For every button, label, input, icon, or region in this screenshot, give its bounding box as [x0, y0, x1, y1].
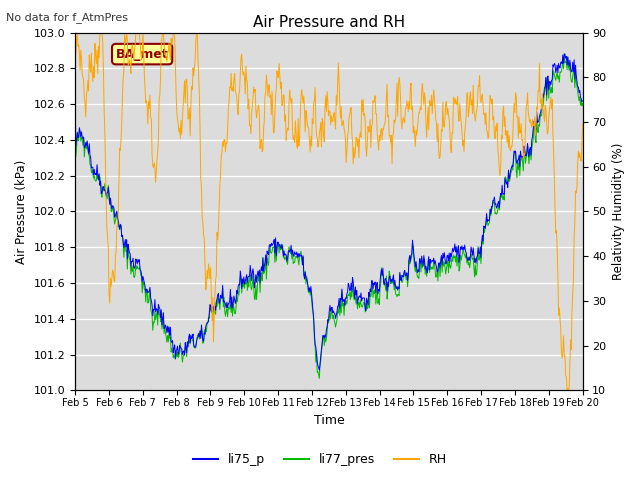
Text: No data for f_AtmPres: No data for f_AtmPres: [6, 12, 129, 23]
Legend: li75_p, li77_pres, RH: li75_p, li77_pres, RH: [188, 448, 452, 471]
Y-axis label: Air Pressure (kPa): Air Pressure (kPa): [15, 159, 28, 264]
Y-axis label: Relativity Humidity (%): Relativity Humidity (%): [612, 143, 625, 280]
Text: BA_met: BA_met: [116, 48, 168, 60]
Title: Air Pressure and RH: Air Pressure and RH: [253, 15, 405, 30]
X-axis label: Time: Time: [314, 414, 344, 427]
